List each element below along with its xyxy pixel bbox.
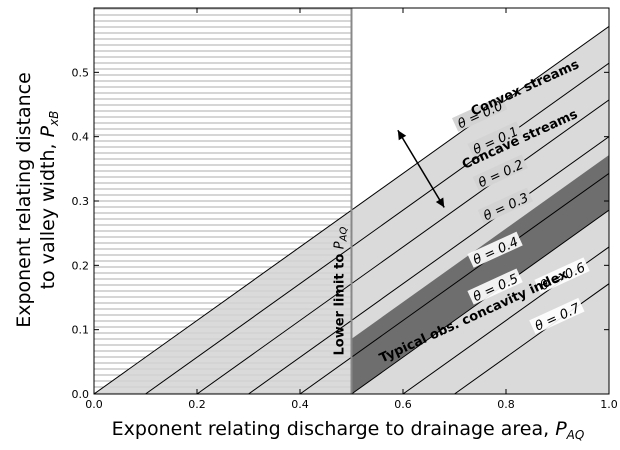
x-tick-label: 0.4 (291, 398, 309, 411)
plot-area: 0.0 0.2 0.4 0.6 0.8 1.00.00.10.20.30.40.5θ = … (72, 7, 618, 411)
direction-arrow (397, 129, 445, 208)
y-tick-label: 0.5 (72, 66, 90, 79)
svg-text:Exponent relating distance: Exponent relating distance (13, 72, 35, 328)
theta-line-5 (351, 209, 609, 394)
x-tick-label: 0.0 (85, 398, 103, 411)
theta-line-2 (196, 99, 609, 394)
y-tick-label: 0.2 (72, 259, 90, 272)
theta-line-1 (145, 62, 609, 394)
x-tick-label: 0.2 (188, 398, 206, 411)
y-tick-label: 0.3 (72, 195, 90, 208)
lower-limit-label: Lower limit to PAQ (333, 227, 350, 356)
svg-text:to valley width, PxB: to valley width, PxB (37, 111, 61, 290)
x-tick-label: 1.0 (600, 398, 618, 411)
theta-line-7 (454, 283, 609, 394)
y-tick-label: 0.4 (72, 131, 90, 144)
y-axis-title: Exponent relating distance to valley wid… (13, 72, 61, 328)
x-tick-label: 0.6 (394, 398, 412, 411)
y-tick-label: 0.1 (72, 324, 90, 337)
theta-line-3 (248, 136, 609, 394)
x-tick-label: 0.8 (497, 398, 515, 411)
y-tick-label: 0.0 (72, 388, 90, 401)
x-axis-title: Exponent relating discharge to drainage … (112, 418, 585, 442)
typical-band (351, 155, 609, 394)
